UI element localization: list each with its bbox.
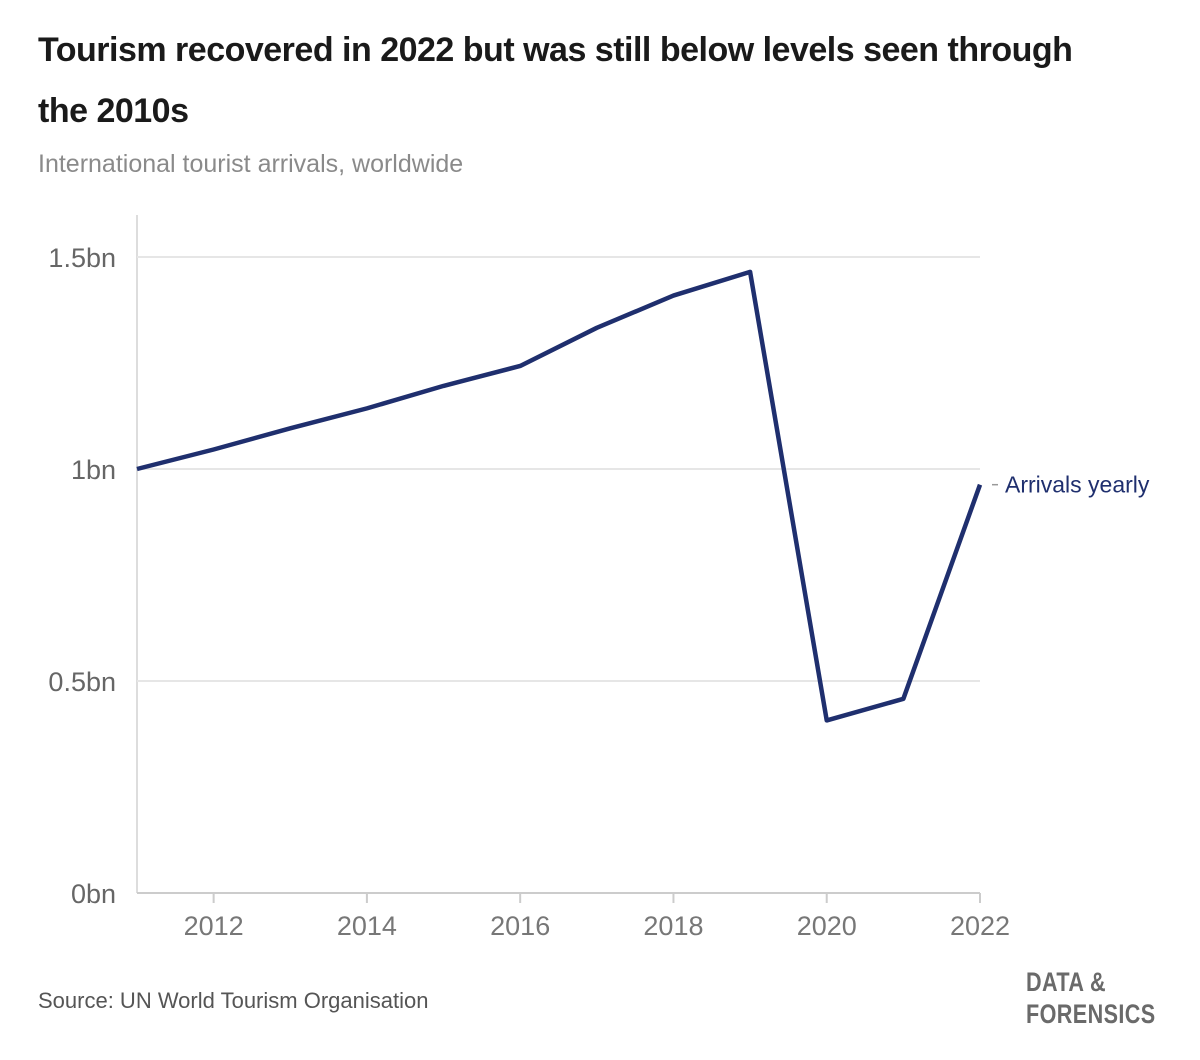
series-line xyxy=(136,269,983,723)
data-forensics-logo: DATA & FORENSICS xyxy=(1026,966,1156,1030)
x-tick-label: 2016 xyxy=(490,911,550,941)
y-tick-label: 0bn xyxy=(71,879,116,909)
y-tick-label: 1.5bn xyxy=(48,243,116,273)
x-tick-label: 2014 xyxy=(337,911,397,941)
source-note: Source: UN World Tourism Organisation xyxy=(38,988,429,1013)
x-tick-label: 2022 xyxy=(950,911,1010,941)
chart-subtitle: International tourist arrivals, worldwid… xyxy=(38,150,464,178)
x-tick-label: 2020 xyxy=(797,911,857,941)
x-tick-label: 2018 xyxy=(643,911,703,941)
series-label: Arrivals yearly xyxy=(1005,472,1150,498)
x-tick-label: 2012 xyxy=(184,911,244,941)
logo-line-2: FORENSICS xyxy=(1026,999,1156,1029)
y-tick-label: 1bn xyxy=(71,455,116,485)
logo-line-1: DATA & xyxy=(1026,967,1106,997)
y-tick-label: 0.5bn xyxy=(48,667,116,697)
chart-title: Tourism recovered in 2022 but was still … xyxy=(38,31,1073,130)
